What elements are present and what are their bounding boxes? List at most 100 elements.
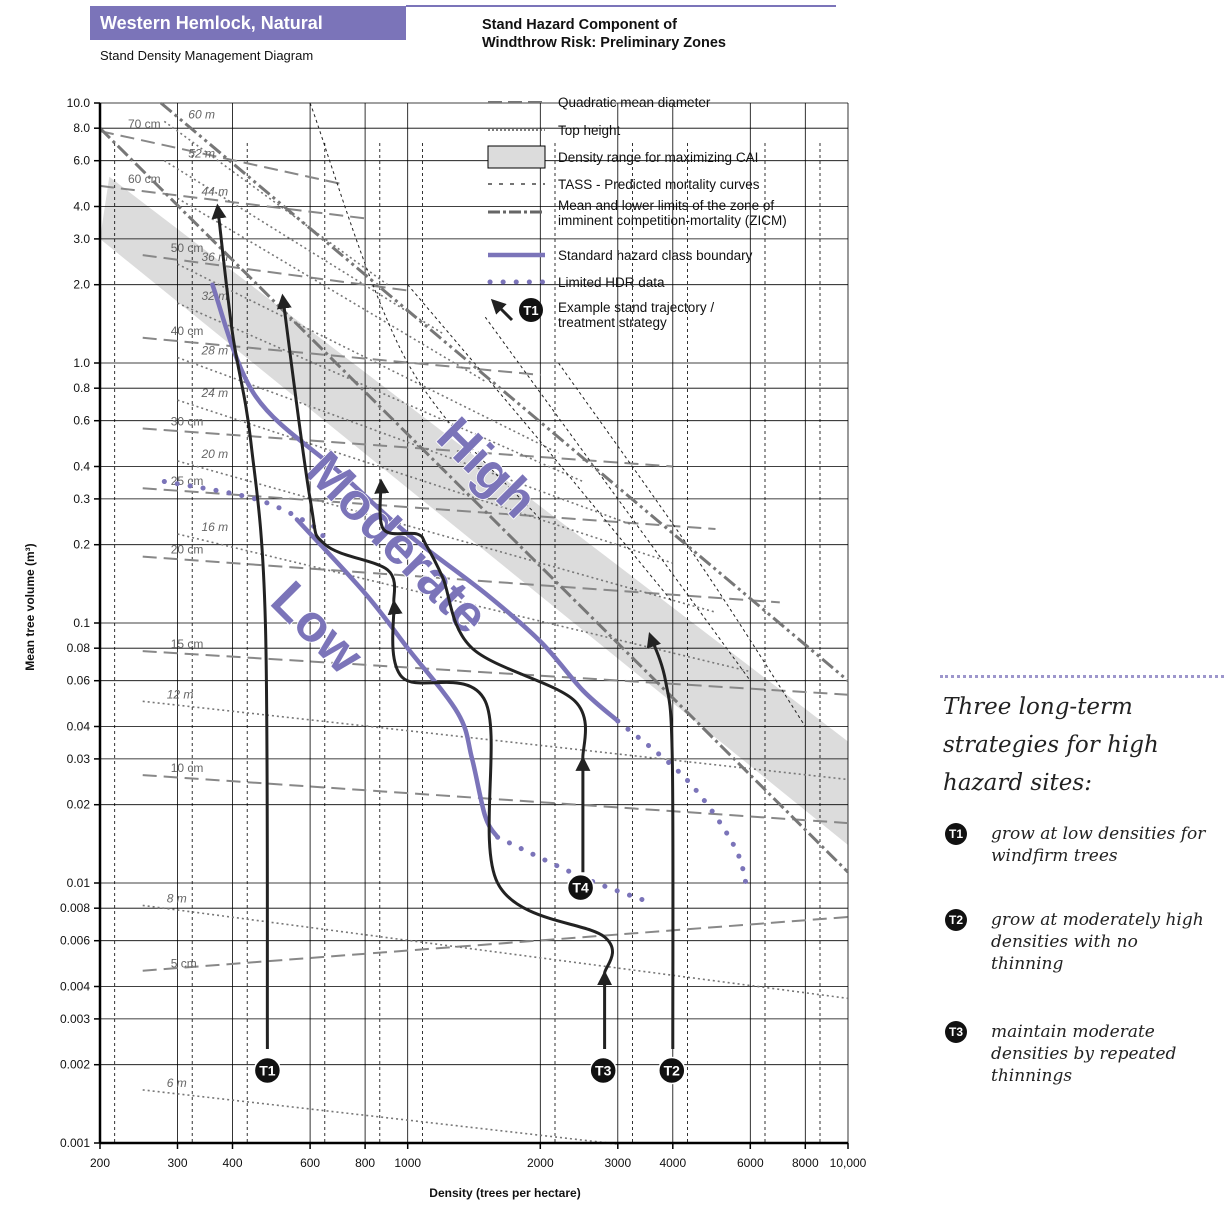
trajectory-t3 bbox=[387, 599, 614, 974]
x-axis-label: Density (trees per hectare) bbox=[429, 1186, 581, 1200]
top-height-label: 44 m bbox=[202, 184, 229, 198]
tass-mortality-curve bbox=[309, 102, 541, 520]
y-tick-label: 0.002 bbox=[60, 1058, 90, 1072]
x-tick-label: 2000 bbox=[527, 1156, 554, 1170]
tass-mortality-curve bbox=[558, 362, 806, 727]
y-axis-label: Mean tree volume (m³) bbox=[23, 543, 37, 671]
strategy-item-t2: T2 grow at moderately high densities wit… bbox=[945, 909, 1215, 979]
y-tick-label: 0.01 bbox=[67, 876, 91, 890]
dbh-label: 5 cm bbox=[171, 957, 197, 971]
legend-badge-icon bbox=[519, 298, 543, 322]
y-tick-label: 0.008 bbox=[60, 901, 90, 915]
y-tick-label: 0.02 bbox=[67, 798, 91, 812]
legend-symbol-cai bbox=[487, 145, 546, 169]
strategy-item-t3: T3 maintain moderate densities by repeat… bbox=[945, 1021, 1215, 1091]
sidebar-divider bbox=[940, 675, 1225, 678]
dbh-line bbox=[142, 487, 716, 530]
top-height-line bbox=[177, 460, 716, 613]
y-tick-label: 0.004 bbox=[60, 980, 90, 994]
x-tick-label: 6000 bbox=[737, 1156, 764, 1170]
dbh-line bbox=[142, 774, 849, 825]
top-height-label: 16 m bbox=[202, 520, 229, 534]
y-tick-label: 6.0 bbox=[73, 154, 90, 168]
dbh-line bbox=[142, 916, 849, 972]
cai-band-layer bbox=[100, 176, 848, 846]
legend-label-cont: treatment strategy bbox=[558, 315, 667, 330]
dbh-label: 25 cm bbox=[171, 474, 204, 488]
y-tick-label: 1.0 bbox=[73, 356, 90, 370]
legend-label: Mean and lower limits of the zone of bbox=[558, 198, 774, 213]
legend-label: TASS - Predicted mortality curves bbox=[558, 177, 760, 192]
top-height-line bbox=[142, 700, 849, 781]
x-tick-label: 400 bbox=[222, 1156, 242, 1170]
trajectory-t4 bbox=[374, 478, 588, 760]
chart-title: Stand Hazard Component of Windthrow Risk… bbox=[482, 16, 726, 52]
top-height-label: 28 m bbox=[201, 344, 229, 358]
top-height-line bbox=[177, 356, 631, 525]
y-tick-label: 10.0 bbox=[67, 96, 91, 110]
legend-label: Limited HDR data bbox=[558, 275, 665, 290]
y-tick-label: 0.006 bbox=[60, 934, 90, 948]
cai-density-band bbox=[100, 176, 848, 846]
legend-symbol-arrow bbox=[490, 298, 514, 322]
y-tick-label: 0.001 bbox=[60, 1136, 90, 1150]
trajectory-t2 bbox=[646, 632, 675, 1050]
x-tick-label: 1000 bbox=[394, 1156, 421, 1170]
top-height-label: 20 m bbox=[201, 447, 229, 461]
trajectory-badge-t3 bbox=[589, 1056, 617, 1085]
dbh-label: 40 cm bbox=[171, 324, 204, 338]
trajectory-badge-label: T2 bbox=[664, 1063, 681, 1079]
legend-label: Example stand trajectory / bbox=[558, 300, 714, 315]
dbh-label: 50 cm bbox=[171, 241, 204, 255]
trajectory-badge-label: T4 bbox=[572, 880, 589, 896]
dbh-line bbox=[142, 555, 780, 604]
legend-label: Density range for maximizing CAI bbox=[558, 150, 758, 165]
badge-t3-icon: T3 bbox=[945, 1021, 967, 1043]
badge-t1-icon: T1 bbox=[945, 823, 967, 845]
trajectory-t3 bbox=[276, 293, 397, 603]
dbh-label: 70 cm bbox=[128, 117, 161, 131]
trajectory-t1 bbox=[211, 203, 269, 1050]
zicm-mean-line bbox=[159, 101, 849, 682]
y-tick-label: 0.08 bbox=[67, 641, 91, 655]
top-height-line bbox=[142, 904, 849, 1000]
x-tick-label: 3000 bbox=[604, 1156, 631, 1170]
y-tick-label: 0.4 bbox=[73, 460, 90, 474]
sidebar-title: Three long-term strategies for high haza… bbox=[943, 694, 1159, 796]
strategy-text: grow at moderately high densities with n… bbox=[991, 910, 1204, 974]
dbh-label: 10 cm bbox=[171, 761, 204, 775]
legend: Quadratic mean diameter Top height Density… bbox=[487, 95, 787, 330]
y-tick-label: 0.1 bbox=[73, 616, 90, 630]
x-tick-label: 300 bbox=[167, 1156, 187, 1170]
y-tick-label: 3.0 bbox=[73, 232, 90, 246]
chart-title-line-2: Windthrow Risk: Preliminary Zones bbox=[482, 35, 726, 51]
diagram-title: Western Hemlock, Natural bbox=[90, 6, 406, 40]
legend-label: Quadratic mean diameter bbox=[558, 95, 711, 110]
y-tick-label: 8.0 bbox=[73, 121, 90, 135]
diagram-subtitle: Stand Density Management Diagram bbox=[100, 48, 314, 63]
dbh-label: 30 cm bbox=[171, 415, 204, 429]
tass-mortality-curve bbox=[407, 284, 674, 603]
y-tick-label: 0.03 bbox=[67, 752, 91, 766]
zicm-lower-line bbox=[98, 127, 850, 874]
trajectory-badge-t4 bbox=[566, 873, 595, 902]
hazard-boundary-lower bbox=[294, 517, 500, 840]
hdr-dotted-boundary bbox=[615, 718, 750, 892]
y-tick-label: 2.0 bbox=[73, 278, 90, 292]
y-tick-label: 0.6 bbox=[73, 414, 90, 428]
x-tick-label: 4000 bbox=[659, 1156, 686, 1170]
top-height-label: 24 m bbox=[201, 386, 229, 400]
legend-label: Standard hazard class boundary bbox=[558, 248, 753, 263]
y-tick-label: 0.06 bbox=[67, 674, 91, 688]
dbh-line bbox=[142, 336, 541, 376]
top-height-line bbox=[163, 120, 389, 286]
legend-label-cont: imminent competition-mortality (ZICM) bbox=[558, 213, 787, 228]
top-height-label: 6 m bbox=[167, 1076, 187, 1090]
hazard-boundary-upper bbox=[210, 282, 621, 724]
top-height-line bbox=[177, 302, 584, 483]
trajectory-layer: T1 T3 T2 T4 bbox=[211, 203, 686, 1085]
y-tick-label: 0.3 bbox=[73, 492, 90, 506]
title-rule bbox=[406, 5, 836, 7]
chart-title-line-1: Stand Hazard Component of bbox=[482, 17, 677, 33]
